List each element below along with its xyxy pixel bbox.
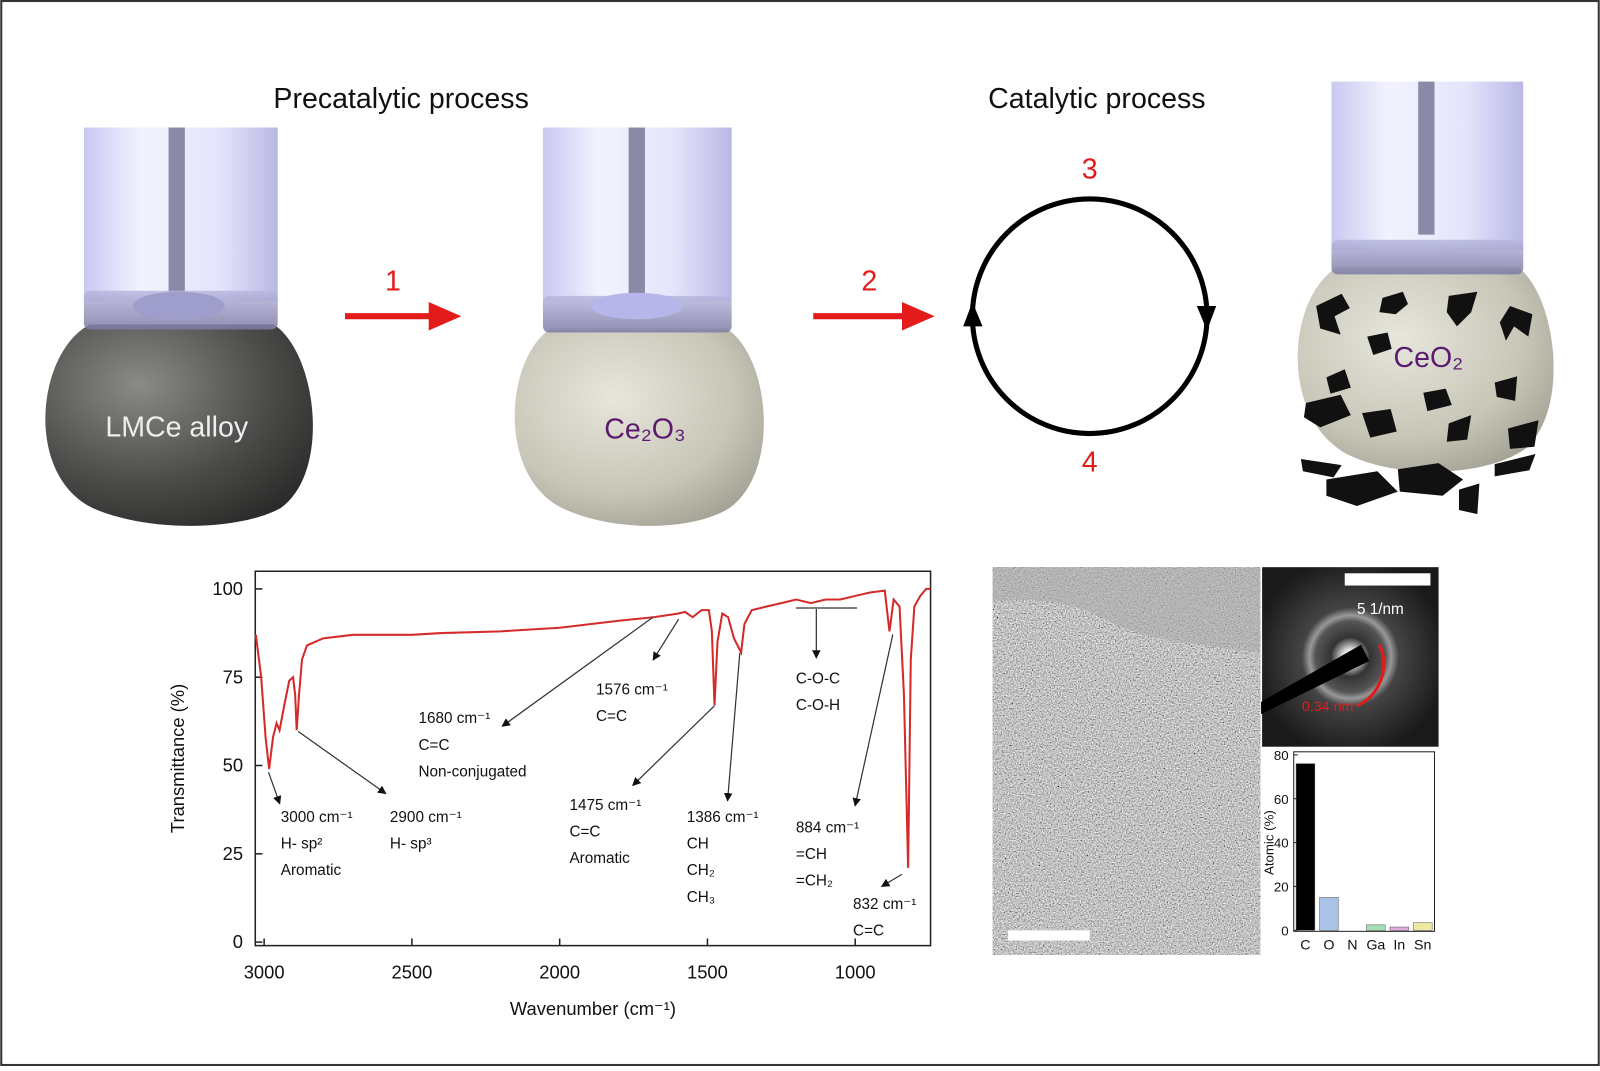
annotation-text: 1475 cm⁻¹ bbox=[569, 797, 641, 814]
annotation-text: C=C bbox=[596, 708, 627, 725]
x-tick-label: C bbox=[1300, 938, 1310, 954]
annotation-arrow bbox=[880, 873, 903, 887]
annotation-text: 2900 cm⁻¹ bbox=[390, 809, 462, 826]
annotation-text: 884 cm⁻¹ bbox=[796, 819, 859, 836]
annotation-text: 832 cm⁻¹ bbox=[853, 896, 916, 913]
annotation-text: =CH bbox=[796, 846, 827, 863]
step-label: 3 bbox=[1082, 154, 1098, 186]
micrograph: 5 1/nm 0.34 nm bbox=[992, 567, 1439, 955]
y-tick-label: 20 bbox=[1274, 880, 1289, 895]
annotation-text: 1680 cm⁻¹ bbox=[418, 710, 490, 727]
annotation-text: C-O-C bbox=[796, 670, 840, 687]
annotation-arrow bbox=[723, 652, 741, 802]
bar bbox=[1295, 763, 1316, 931]
annotation-text: CH bbox=[687, 836, 709, 853]
process-arrows bbox=[345, 196, 1217, 437]
bar bbox=[1389, 926, 1409, 931]
plot-frame bbox=[254, 570, 932, 947]
annotation-text: Aromatic bbox=[569, 850, 630, 867]
x-tick-label: 2000 bbox=[539, 961, 580, 982]
x-axis-label: Wavenumber (cm⁻¹) bbox=[510, 998, 676, 1019]
alloy-label: LMCe alloy bbox=[105, 412, 249, 444]
x-tick-label: 2500 bbox=[391, 961, 432, 982]
capillary-light bbox=[514, 127, 764, 526]
catalytic-title: Catalytic process bbox=[988, 83, 1205, 115]
annotation-arrow bbox=[652, 618, 680, 661]
y-tick-label: 60 bbox=[1274, 792, 1289, 807]
x-tick-label: O bbox=[1323, 938, 1334, 954]
step-label: 1 bbox=[385, 266, 401, 298]
annotation-text: C=C bbox=[569, 823, 600, 840]
x-tick-label: 1000 bbox=[835, 961, 876, 982]
step-label: 2 bbox=[861, 266, 877, 298]
annotation-text: H- sp² bbox=[281, 836, 323, 853]
annotation-arrow bbox=[267, 772, 282, 805]
y-tick-label: 100 bbox=[212, 578, 243, 599]
y-axis-label: Transmittance (%) bbox=[167, 684, 188, 833]
oxide-label: Ce₂O₃ bbox=[604, 414, 685, 446]
annotation-arrow bbox=[297, 730, 387, 795]
annotation-arrow bbox=[852, 634, 894, 807]
bar bbox=[1413, 922, 1433, 931]
x-tick-label: 3000 bbox=[244, 961, 285, 982]
capillary-dark bbox=[45, 127, 313, 526]
precatalytic-title: Precatalytic process bbox=[273, 83, 528, 115]
x-tick-label: 1500 bbox=[687, 961, 728, 982]
x-tick-label: Sn bbox=[1414, 938, 1431, 954]
y-tick-label: 50 bbox=[223, 755, 243, 776]
annotation-text: =CH₂ bbox=[796, 872, 833, 889]
annotation-text: Aromatic bbox=[281, 862, 342, 879]
spacing-label: 0.34 nm bbox=[1302, 699, 1354, 715]
schematic-text: Precatalytic process Catalytic process 1… bbox=[105, 83, 1463, 478]
annotation-text: C-O-H bbox=[796, 697, 840, 714]
annotation-text: C=C bbox=[853, 922, 884, 939]
annotation-text: CH₂ bbox=[687, 862, 715, 879]
annotation-arrow bbox=[632, 705, 715, 787]
plot-frame bbox=[1293, 751, 1436, 932]
annotation-text: 1386 cm⁻¹ bbox=[687, 809, 759, 826]
bar bbox=[1366, 924, 1386, 931]
annotation-text: 1576 cm⁻¹ bbox=[596, 682, 668, 699]
annotation-text: 3000 cm⁻¹ bbox=[281, 809, 353, 826]
y-tick-label: 80 bbox=[1274, 748, 1289, 763]
annotation-text: CH₃ bbox=[687, 889, 715, 906]
bar bbox=[1319, 897, 1339, 931]
scale-label: 5 1/nm bbox=[1357, 601, 1404, 618]
y-tick-label: 0 bbox=[233, 931, 243, 952]
step-label: 4 bbox=[1082, 446, 1098, 478]
y-tick-label: 0 bbox=[1281, 923, 1288, 938]
y-axis-label: Atomic (%) bbox=[1261, 810, 1276, 875]
y-tick-label: 40 bbox=[1274, 836, 1289, 851]
annotation-text: C=C bbox=[418, 737, 449, 754]
oxide-label: CeO₂ bbox=[1393, 342, 1463, 374]
annotation-arrow bbox=[501, 616, 654, 727]
capillary-coated bbox=[1297, 81, 1554, 515]
y-tick-label: 25 bbox=[223, 843, 243, 864]
annotation-text: Non-conjugated bbox=[418, 763, 526, 780]
x-tick-label: N bbox=[1347, 938, 1357, 954]
x-tick-label: In bbox=[1393, 938, 1405, 954]
y-tick-label: 75 bbox=[223, 666, 243, 687]
spectrum-line bbox=[254, 587, 931, 868]
x-tick-label: Ga bbox=[1366, 938, 1385, 954]
annotation-text: H- sp³ bbox=[390, 836, 432, 853]
